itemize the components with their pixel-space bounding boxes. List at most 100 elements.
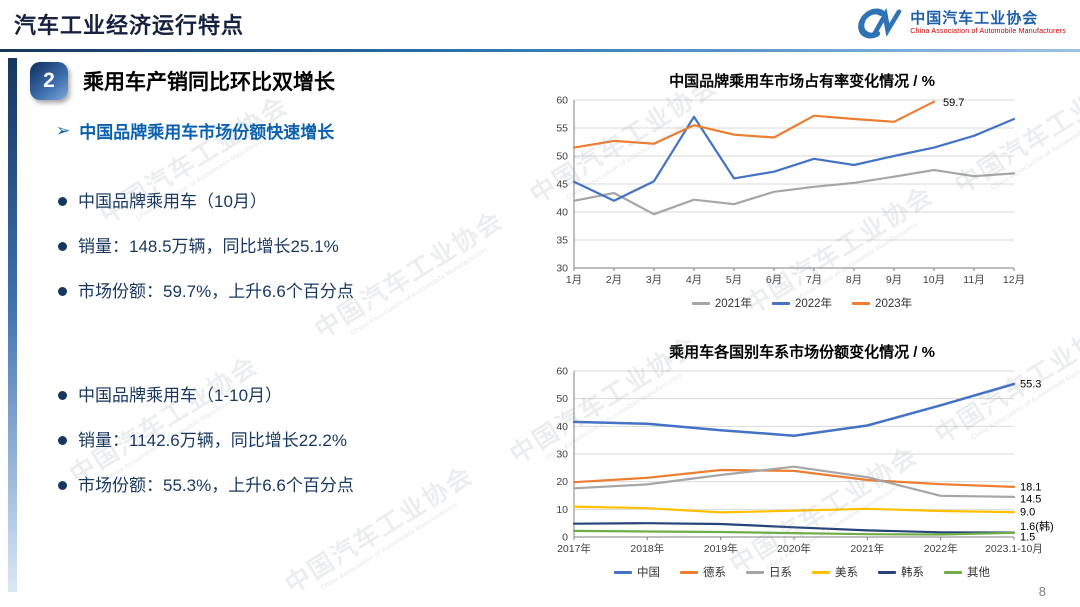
svg-text:4月: 4月 — [686, 274, 702, 286]
chart1-plot: 30 35 40 45 50 55 60 1月 2月 3月 4月 5月 6月 7月 8月 9月 10月 11月 12… — [540, 92, 1064, 297]
svg-text:2022年: 2022年 — [924, 542, 958, 555]
svg-text:2017年: 2017年 — [557, 542, 591, 555]
svg-text:1.5: 1.5 — [1020, 531, 1035, 543]
legend-item: 其他 — [944, 564, 990, 580]
chart-country-series-share: 乘用车各国别车系市场份额变化情况 / % 0 10 20 30 40 50 60 2017年 2… — [540, 341, 1064, 580]
svg-text:35: 35 — [556, 235, 568, 247]
legend-swatch — [680, 570, 698, 574]
svg-text:55: 55 — [556, 123, 568, 135]
bullet-dot-icon — [58, 436, 67, 445]
legend-item: 韩系 — [878, 564, 924, 580]
chart1-legend: 2021年 2022年 2023年 — [540, 295, 1064, 311]
logo-text: 中国汽车工业协会 China Association of Automobile… — [910, 10, 1066, 35]
arrow-bullet-icon: ➢ — [56, 120, 71, 140]
list-item: 销量：148.5万辆，同比增长25.1% — [58, 235, 528, 259]
bullet-dot-icon — [58, 391, 67, 400]
svg-text:12月: 12月 — [1003, 274, 1025, 286]
chart2-title: 乘用车各国别车系市场份额变化情况 / % — [669, 344, 935, 361]
bullet-group-jan-october: 中国品牌乘用车（1-10月） 销量：1142.6万辆，同比增长22.2% 市场份… — [58, 384, 528, 519]
bullet-group-october: 中国品牌乘用车（10月） 销量：148.5万辆，同比增长25.1% 市场份额：5… — [58, 190, 528, 325]
svg-text:2023.1-10月: 2023.1-10月 — [985, 543, 1043, 555]
list-item: 销量：1142.6万辆，同比增长22.2% — [58, 429, 528, 453]
section-subheading: ➢ 中国品牌乘用车市场份额快速增长 — [56, 118, 334, 143]
svg-text:11月: 11月 — [963, 274, 984, 286]
legend-item: 中国 — [614, 564, 660, 580]
logo-org-name: 中国汽车工业协会 — [910, 10, 1039, 28]
svg-text:20: 20 — [556, 476, 568, 488]
svg-text:50: 50 — [556, 151, 568, 163]
svg-text:50: 50 — [556, 393, 568, 405]
page-number: 8 — [1038, 584, 1046, 599]
svg-text:10月: 10月 — [923, 274, 945, 286]
svg-text:59.7: 59.7 — [943, 97, 964, 109]
legend-swatch — [812, 570, 830, 574]
legend-swatch — [746, 570, 764, 574]
svg-text:18.1: 18.1 — [1020, 481, 1041, 493]
svg-text:30: 30 — [556, 263, 568, 275]
bullet-text: 中国品牌乘用车（10月） — [78, 192, 267, 211]
caam-logo: 中国汽车工业协会 China Association of Automobile… — [847, 6, 1066, 40]
chart2-legend: 中国 德系 日系 美系 韩系 其他 — [540, 564, 1064, 580]
bullet-dot-icon — [58, 481, 67, 490]
svg-text:40: 40 — [556, 207, 568, 219]
legend-label: 2022年 — [794, 298, 833, 310]
legend-item: 美系 — [812, 564, 858, 580]
section-number-badge: 2 — [30, 62, 68, 100]
svg-text:40: 40 — [556, 421, 568, 433]
svg-text:60: 60 — [556, 95, 568, 107]
legend-label: 2023年 — [875, 298, 913, 310]
charts-column: 中国品牌乘用车市场占有率变化情况 / % 30 35 40 45 50 55 60 1月 2月 3… — [540, 70, 1068, 580]
legend-item: 2022年 — [771, 295, 833, 311]
legend-item: 2023年 — [852, 295, 912, 311]
cm-logo-icon — [858, 7, 902, 39]
svg-text:2021年: 2021年 — [850, 542, 884, 555]
legend-label: 韩系 — [901, 567, 924, 579]
svg-text:2018年: 2018年 — [630, 542, 664, 555]
section-heading-row: 2 乘用车产销同比环比双增长 — [30, 62, 335, 100]
svg-text:1.6(韩): 1.6(韩) — [1020, 519, 1054, 533]
svg-text:60: 60 — [556, 366, 568, 378]
legend-swatch — [614, 570, 632, 574]
line-chart-canvas: 30 35 40 45 50 55 60 1月 2月 3月 4月 5月 6月 7月 8月 9月 10月 11月 12… — [556, 95, 1025, 287]
legend-label: 其他 — [967, 567, 990, 579]
svg-text:10: 10 — [556, 504, 568, 516]
bullet-text: 销量：148.5万辆，同比增长25.1% — [78, 237, 339, 256]
left-accent-bar — [8, 58, 17, 592]
svg-text:1月: 1月 — [566, 274, 582, 286]
bullet-text: 市场份额：59.7%，上升6.6个百分点 — [78, 282, 354, 301]
legend-item: 2021年 — [691, 295, 752, 311]
chart-china-brand-share: 中国品牌乘用车市场占有率变化情况 / % 30 35 40 45 50 55 60 1月 2月 3… — [540, 70, 1064, 311]
list-item: 中国品牌乘用车（1-10月） — [58, 384, 528, 408]
list-item: 市场份额：55.3%，上升6.6个百分点 — [58, 474, 528, 498]
subheading-text: 中国品牌乘用车市场份额快速增长 — [79, 123, 335, 142]
bullet-text: 销量：1142.6万辆，同比增长22.2% — [78, 431, 347, 450]
list-item: 中国品牌乘用车（10月） — [58, 190, 528, 214]
bullet-dot-icon — [58, 242, 67, 251]
svg-text:2020年: 2020年 — [777, 542, 811, 555]
section-heading: 乘用车产销同比环比双增长 — [83, 71, 335, 94]
bullet-text: 市场份额：55.3%，上升6.6个百分点 — [78, 476, 354, 495]
logo-org-name-en: China Association of Automobile Manufact… — [910, 27, 1066, 35]
svg-text:8月: 8月 — [846, 274, 862, 286]
chart2-plot: 0 10 20 30 40 50 60 2017年 2018年 2019年 2020年 2021年 20… — [540, 363, 1064, 566]
list-item: 市场份额：59.7%，上升6.6个百分点 — [58, 280, 528, 304]
svg-text:2019年: 2019年 — [704, 542, 738, 555]
legend-label: 2021年 — [714, 298, 752, 310]
svg-text:9.0: 9.0 — [1020, 507, 1035, 519]
svg-text:2月: 2月 — [606, 274, 622, 286]
legend-item: 日系 — [746, 564, 792, 580]
svg-text:55.3: 55.3 — [1020, 379, 1041, 391]
svg-text:0: 0 — [562, 532, 568, 544]
legend-swatch — [944, 570, 962, 574]
svg-text:45: 45 — [556, 179, 568, 191]
bullet-dot-icon — [58, 287, 67, 296]
legend-swatch — [691, 301, 710, 305]
legend-swatch — [771, 301, 790, 305]
svg-text:14.5: 14.5 — [1020, 493, 1041, 505]
legend-label: 中国 — [637, 567, 660, 579]
legend-label: 德系 — [703, 567, 726, 579]
chart1-title: 中国品牌乘用车市场占有率变化情况 / % — [669, 73, 935, 90]
legend-label: 日系 — [769, 567, 792, 579]
bullet-dot-icon — [58, 197, 67, 206]
line-chart-canvas: 0 10 20 30 40 50 60 2017年 2018年 2019年 2020年 2021年 20… — [556, 366, 1054, 556]
